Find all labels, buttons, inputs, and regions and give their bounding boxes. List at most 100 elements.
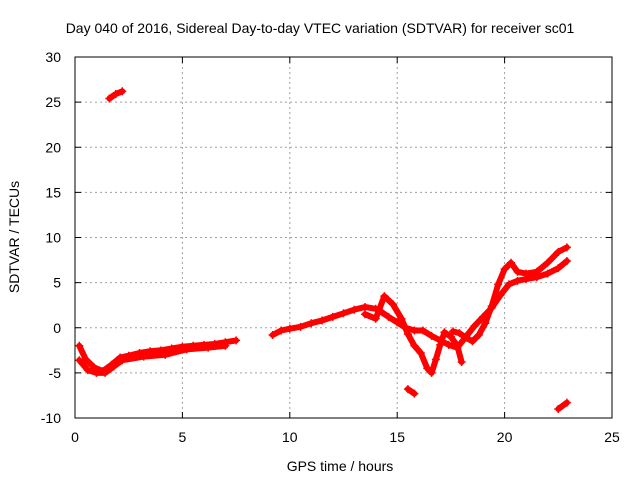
data-point <box>431 355 440 364</box>
data-point <box>410 326 419 335</box>
data-point <box>92 368 101 377</box>
data-point <box>543 269 552 278</box>
series-trace <box>362 293 465 376</box>
y-tick-label: 10 <box>45 230 61 246</box>
data-point <box>111 90 120 99</box>
grid-lines <box>75 57 612 418</box>
data-point <box>83 366 92 375</box>
y-tick-label: 25 <box>45 94 61 110</box>
data-point <box>232 336 241 345</box>
data-point <box>440 328 449 337</box>
y-tick-label: -5 <box>49 365 62 381</box>
series-trace <box>450 244 570 345</box>
data-point <box>457 358 466 367</box>
data-point <box>507 258 516 267</box>
data-point <box>474 330 483 339</box>
x-tick-label: 10 <box>282 429 298 445</box>
data-point <box>360 302 369 311</box>
data-point <box>513 276 522 285</box>
data-point <box>380 292 389 301</box>
series-sat-f <box>449 243 571 346</box>
x-tick-label: 20 <box>497 429 513 445</box>
series-sat-h <box>554 398 571 413</box>
x-tick-label: 5 <box>179 429 187 445</box>
data-point <box>118 356 127 365</box>
data-point <box>161 350 170 359</box>
data-point <box>455 329 464 338</box>
data-point <box>494 280 503 289</box>
data-point <box>554 247 563 256</box>
data-point <box>75 341 84 350</box>
data-point <box>221 341 230 350</box>
data-point <box>81 355 90 364</box>
series-trace <box>555 399 570 412</box>
y-tick-label: 30 <box>45 49 61 65</box>
data-point <box>418 326 427 335</box>
data-point <box>522 269 531 278</box>
data-point <box>410 389 419 398</box>
data-point <box>423 364 432 373</box>
series-sat-b <box>75 341 230 377</box>
data-point <box>277 326 286 335</box>
data-point <box>109 362 118 371</box>
data-point <box>444 340 453 349</box>
data-point <box>427 368 436 377</box>
data-point <box>360 310 369 319</box>
x-axis-label: GPS time / hours <box>287 458 394 474</box>
data-point <box>453 341 462 350</box>
data-point <box>427 331 436 340</box>
data-point <box>318 316 327 325</box>
x-tick-label: 0 <box>71 429 79 445</box>
data-point <box>543 258 552 267</box>
axis-ticks <box>74 56 613 419</box>
data-point <box>296 322 305 331</box>
data-point <box>461 333 470 342</box>
data-point <box>285 324 294 333</box>
x-tick-labels: 0 5 10 15 20 25 <box>71 429 620 445</box>
data-point <box>513 267 522 276</box>
data-point <box>436 340 445 349</box>
data-point <box>397 314 406 323</box>
data-point <box>328 312 337 321</box>
data-point <box>554 264 563 273</box>
data-point <box>371 314 380 323</box>
data-point <box>449 327 458 336</box>
data-point <box>139 352 148 361</box>
x-tick-label: 15 <box>389 429 405 445</box>
data-point <box>487 302 496 311</box>
data-point <box>268 330 277 339</box>
data-point <box>468 337 477 346</box>
data-point <box>403 330 412 339</box>
y-axis-label: SDTVAR / TECUs <box>6 181 22 293</box>
data-point <box>182 345 191 354</box>
y-tick-label: 15 <box>45 184 61 200</box>
data-point <box>118 87 127 96</box>
series-sat-g <box>403 385 419 398</box>
y-tick-labels: -10 -5 0 5 10 15 20 25 30 <box>41 49 61 426</box>
data-point <box>554 404 563 413</box>
data-point <box>339 309 348 318</box>
x-tick-label: 25 <box>604 429 620 445</box>
y-tick-label: 0 <box>53 320 61 336</box>
y-tick-label: -10 <box>41 410 61 426</box>
data-point <box>562 256 571 265</box>
y-tick-label: 20 <box>45 139 61 155</box>
data-point <box>481 319 490 328</box>
chart-title: Day 040 of 2016, Sidereal Day-to-day VTE… <box>66 20 575 36</box>
data-point <box>562 243 571 252</box>
data-point <box>105 94 114 103</box>
series-sat-e <box>360 292 466 377</box>
data-point <box>504 280 513 289</box>
data-point <box>384 312 393 321</box>
data-point <box>532 267 541 276</box>
data-point <box>307 319 316 328</box>
data-point <box>562 398 571 407</box>
data-point <box>204 343 213 352</box>
data-point <box>446 332 455 341</box>
data-point <box>101 368 110 377</box>
data-point <box>470 321 479 330</box>
data-point <box>500 265 509 274</box>
data-point <box>403 385 412 394</box>
data-point <box>75 356 84 365</box>
